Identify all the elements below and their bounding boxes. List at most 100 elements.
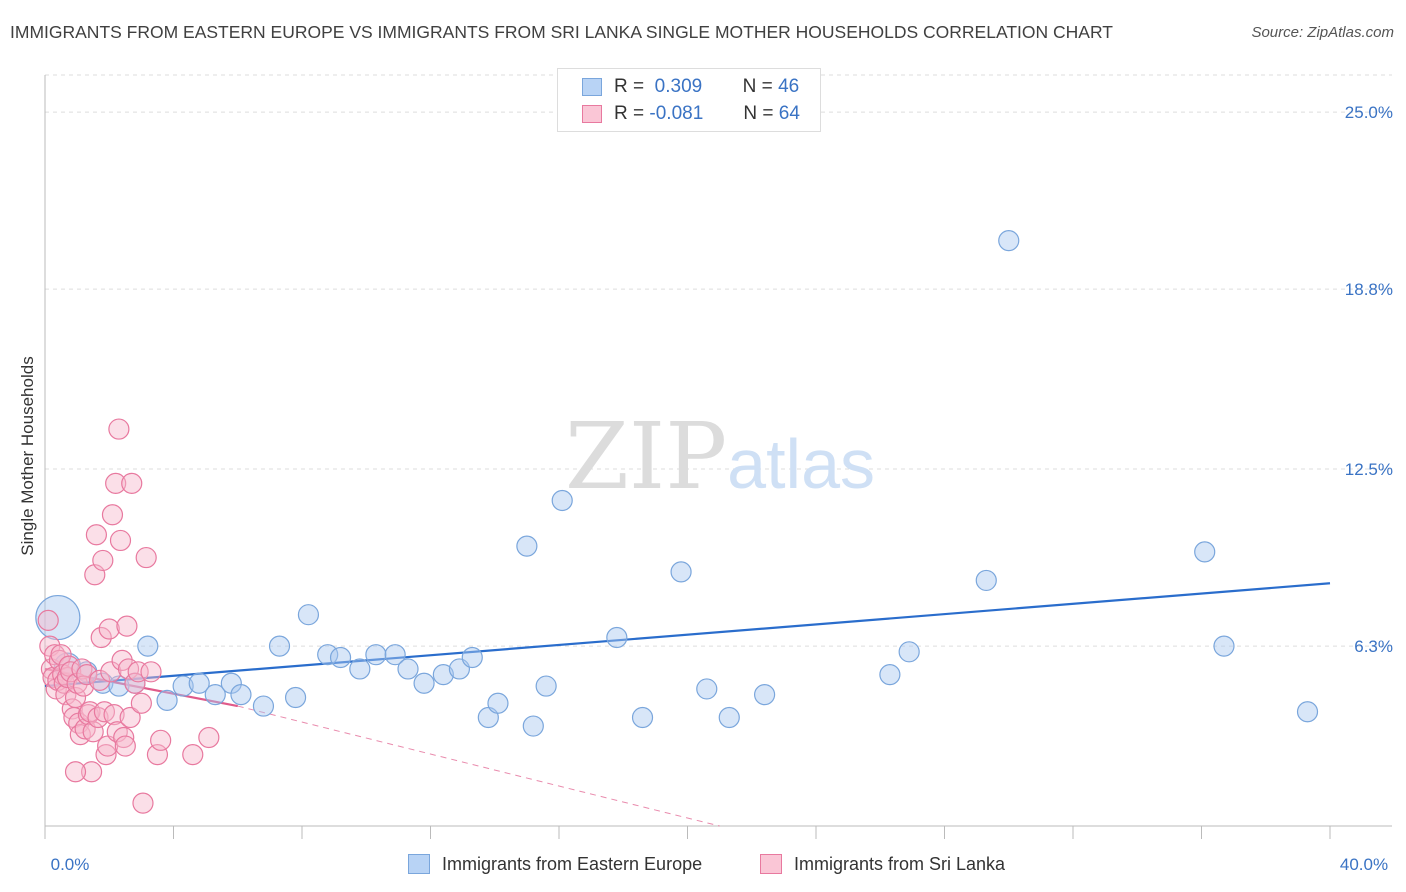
point-sri-lanka <box>103 704 125 726</box>
bottom-legend-label: Immigrants from Eastern Europe <box>442 853 703 874</box>
point-eastern-europe <box>432 664 454 686</box>
point-eastern-europe <box>397 658 419 680</box>
y-tick-label: 12.5% <box>1345 460 1393 479</box>
point-eastern-europe <box>516 535 538 557</box>
point-sri-lanka <box>109 529 132 552</box>
point-eastern-europe <box>349 658 371 680</box>
legend-n-value: 46 <box>778 76 800 97</box>
x-tick-label: 0.0% <box>51 855 90 874</box>
point-sri-lanka <box>89 669 111 691</box>
bottom-legend-swatch-pink <box>760 854 782 874</box>
point-eastern-europe <box>268 635 291 657</box>
x-tick-label: 40.0% <box>1340 855 1388 874</box>
point-eastern-europe <box>204 684 226 706</box>
point-eastern-europe <box>1213 635 1235 657</box>
point-sri-lanka <box>80 761 103 783</box>
tick-labels: 6.3% 12.5% 18.8% 25.0% 0.0% 40.0% <box>51 103 1393 874</box>
y-tick-label: 18.8% <box>1345 280 1393 299</box>
point-sri-lanka <box>130 692 152 714</box>
point-eastern-europe <box>297 604 320 626</box>
point-sri-lanka <box>140 661 162 683</box>
point-eastern-europe <box>137 635 159 657</box>
point-sri-lanka <box>119 706 141 729</box>
point-sri-lanka <box>100 661 122 683</box>
point-sri-lanka <box>64 761 87 783</box>
y-tick-label: 25.0% <box>1345 103 1393 122</box>
point-sri-lanka <box>182 744 204 766</box>
point-eastern-europe <box>461 646 483 669</box>
legend-r-value: -0.081 <box>649 103 704 124</box>
point-eastern-europe <box>535 675 557 697</box>
point-eastern-europe <box>998 230 1020 252</box>
y-tick-label: 6.3% <box>1354 637 1393 656</box>
legend-n-value: 64 <box>778 103 800 124</box>
point-eastern-europe <box>156 689 178 711</box>
bottom-legend-label: Immigrants from Sri Lanka <box>794 853 1006 874</box>
point-eastern-europe <box>329 646 352 669</box>
point-sri-lanka <box>95 744 117 766</box>
point-eastern-europe <box>670 561 692 583</box>
point-eastern-europe <box>718 706 740 729</box>
legend-r-label: R = <box>614 76 645 97</box>
point-sri-lanka <box>116 615 138 637</box>
point-sri-lanka <box>121 472 143 494</box>
point-eastern-europe <box>172 675 194 697</box>
chart-source: Source: ZipAtlas.com <box>1251 24 1394 41</box>
bottom-legend-sri-lanka: Immigrants from Sri Lanka <box>760 852 1005 876</box>
point-eastern-europe <box>551 489 573 512</box>
point-sri-lanka <box>82 721 104 743</box>
legend-n-label: N = <box>743 103 774 124</box>
legend-row-sri-lanka: R = -0.081 N = 64 <box>582 101 800 127</box>
point-sri-lanka <box>150 729 172 751</box>
point-sri-lanka <box>76 664 98 686</box>
correlation-legend: R = 0.309 N = 46 R = -0.081 N = 64 <box>557 68 821 132</box>
point-eastern-europe <box>631 706 654 729</box>
point-eastern-europe <box>1194 541 1216 563</box>
point-sri-lanka <box>113 726 135 749</box>
trend-line-sri-lanka-extension <box>237 705 720 827</box>
legend-swatch-pink <box>582 105 602 123</box>
watermark-atlas: atlas <box>727 425 875 503</box>
point-eastern-europe <box>317 644 339 666</box>
point-eastern-europe <box>606 626 628 649</box>
point-eastern-europe <box>696 678 718 700</box>
point-sri-lanka <box>98 618 120 640</box>
point-eastern-europe <box>879 664 901 686</box>
point-sri-lanka <box>135 546 157 569</box>
point-eastern-europe <box>898 641 920 663</box>
point-sri-lanka <box>92 549 114 572</box>
grid <box>45 74 1392 647</box>
point-sri-lanka <box>87 706 109 729</box>
point-sri-lanka <box>111 649 133 671</box>
point-eastern-europe <box>365 644 387 666</box>
watermark: ZIPatlas <box>565 403 875 510</box>
point-sri-lanka <box>85 524 108 546</box>
point-sri-lanka <box>37 609 59 632</box>
point-eastern-europe <box>975 569 997 592</box>
point-sri-lanka <box>101 504 124 526</box>
legend-r-label: R = <box>614 103 645 124</box>
point-eastern-europe <box>230 684 252 706</box>
point-eastern-europe <box>1296 701 1319 723</box>
bottom-legend-swatch-blue <box>408 854 430 874</box>
point-sri-lanka <box>90 626 112 649</box>
point-eastern-europe <box>522 715 544 737</box>
point-sri-lanka <box>198 726 220 749</box>
point-eastern-europe <box>413 672 435 694</box>
bottom-legend-eastern-europe: Immigrants from Eastern Europe <box>408 852 702 876</box>
point-sri-lanka <box>105 472 127 494</box>
point-sri-lanka <box>108 418 130 440</box>
trend-line-eastern-europe <box>44 582 1331 688</box>
point-sri-lanka <box>114 735 136 757</box>
legend-n-label: N = <box>742 76 773 97</box>
point-sri-lanka <box>132 792 154 814</box>
point-eastern-europe <box>284 686 307 709</box>
chart-title: IMMIGRANTS FROM EASTERN EUROPE VS IMMIGR… <box>10 22 1113 42</box>
legend-r-value: 0.309 <box>654 76 703 97</box>
watermark-zip: ZIP <box>565 403 727 510</box>
point-eastern-europe <box>384 644 406 666</box>
point-eastern-europe <box>252 695 275 717</box>
legend-swatch-blue <box>582 78 602 96</box>
point-eastern-europe <box>188 672 210 694</box>
